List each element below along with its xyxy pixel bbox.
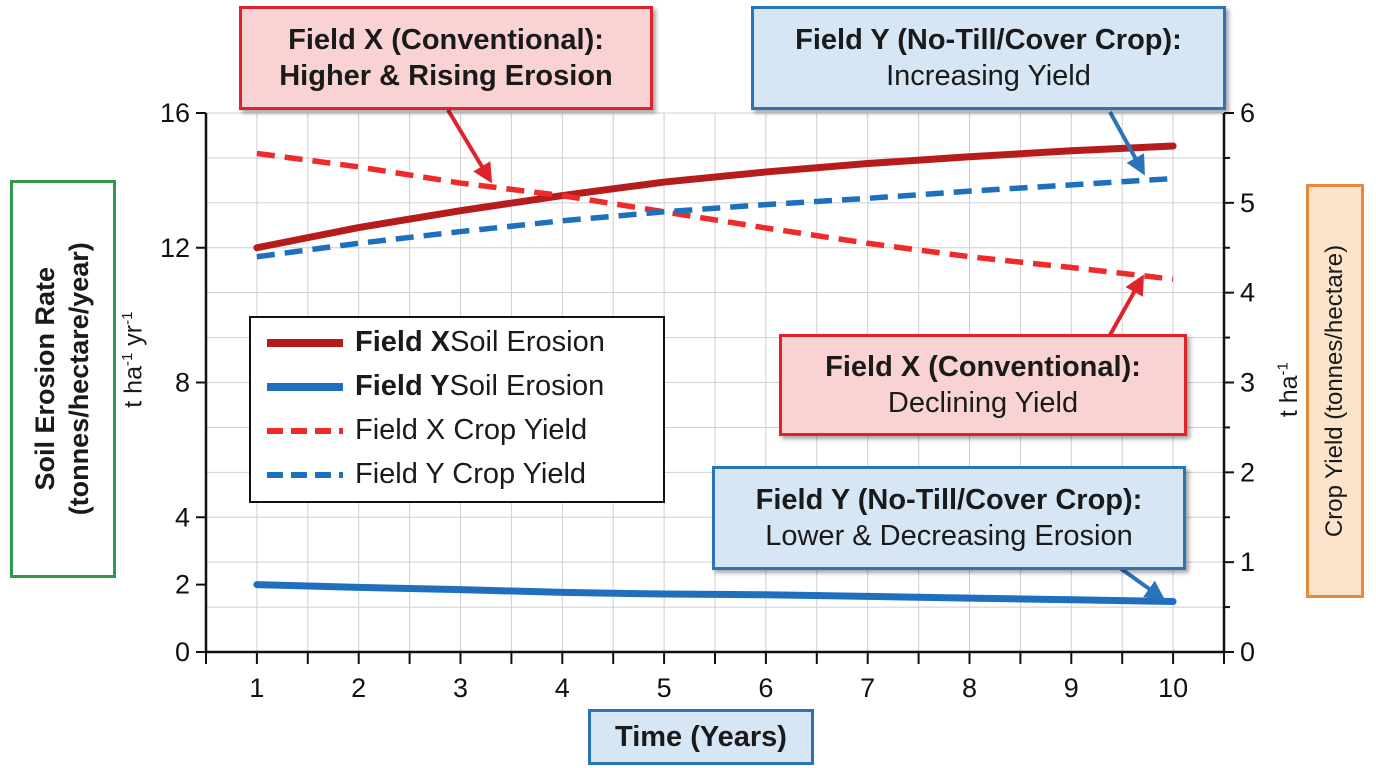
x-tick-label: 5 [657, 673, 672, 703]
x-tick-label: 8 [962, 673, 977, 703]
legend-item-field-y-erosion: Field Y Soil Erosion [251, 370, 604, 403]
x-axis-title: Time (Years) [615, 720, 787, 753]
legend: Field X Soil Erosion Field Y Soil Erosio… [249, 316, 665, 503]
annotation-y-erosion-line2: Lower & Decreasing Erosion [765, 520, 1133, 552]
right-tick-label: 3 [1240, 368, 1255, 398]
x-tick-label: 6 [758, 673, 773, 703]
annotation-x-erosion-line2: Higher & Rising Erosion [279, 60, 613, 92]
right-tick-label: 0 [1240, 637, 1255, 667]
right-tick-label: 1 [1240, 547, 1255, 577]
right-tick-label: 5 [1240, 188, 1255, 218]
left-tick-label: 0 [175, 637, 190, 667]
arrow-y-yield [1108, 111, 1145, 176]
annotation-x-erosion: Field X (Conventional): Higher & Rising … [239, 6, 653, 110]
legend-item-field-y-yield: Field Y Crop Yield [251, 458, 586, 491]
right-tick-label: 6 [1240, 98, 1255, 128]
x-tick-label: 3 [453, 673, 468, 703]
annotation-y-erosion-line1: Field Y (No-Till/Cover Crop): [755, 483, 1143, 516]
left-tick-label: 8 [175, 368, 190, 398]
annotation-y-yield-line1: Field Y (No-Till/Cover Crop): [795, 23, 1182, 56]
right-axis-title-box: Crop Yield (tonnes/hectare) [1306, 184, 1364, 598]
right-unit-base: t ha [1275, 375, 1304, 418]
series-layer [253, 142, 1177, 605]
legend-swatch-field-y-erosion [267, 382, 343, 391]
annotation-y-yield: Field Y (No-Till/Cover Crop): Increasing… [751, 6, 1226, 110]
legend-swatch-field-x-erosion [267, 338, 343, 347]
annotation-x-yield-line2: Declining Yield [887, 387, 1079, 419]
annotation-x-yield: Field X (Conventional): Declining Yield [779, 334, 1187, 436]
legend-item-field-x-yield: Field X Crop Yield [251, 414, 587, 447]
arrow-x-yield [1108, 274, 1144, 336]
x-tick-label: 2 [351, 673, 366, 703]
left-unit-exp1: -1 [119, 353, 137, 367]
left-axis-title-line1: Soil Erosion Rate [30, 267, 61, 491]
legend-label: Field Y Crop Yield [355, 458, 587, 490]
annotation-y-yield-line2: Increasing Yield [886, 60, 1091, 92]
series-line-0 [253, 142, 1177, 252]
right-axis-unit: t ha-1 [1274, 330, 1306, 450]
legend-label-bold: Field X [355, 326, 451, 358]
legend-item-field-x-erosion: Field X Soil Erosion [251, 326, 605, 359]
arrow-y-erosion [1118, 566, 1166, 601]
annotation-y-erosion: Field Y (No-Till/Cover Crop): Lower & De… [712, 466, 1186, 570]
legend-swatch-field-x-yield [267, 427, 343, 434]
right-tick-label: 4 [1240, 278, 1255, 308]
right-axis-title: Crop Yield (tonnes/hectare) [1321, 244, 1349, 538]
legend-label: Field X Crop Yield [355, 414, 588, 446]
annotation-x-yield-line1: Field X (Conventional): [825, 350, 1141, 383]
series-line-3 [256, 175, 1174, 260]
x-tick-label: 7 [860, 673, 875, 703]
left-tick-label: 4 [175, 502, 190, 532]
legend-label-rest: Soil Erosion [450, 326, 605, 358]
left-tick-label: 12 [160, 233, 190, 263]
left-tick-label: 2 [175, 570, 190, 600]
arrow-x-erosion [446, 108, 493, 184]
left-axis-unit: t ha-1 yr-1 [118, 240, 150, 480]
annotation-arrows [446, 108, 1166, 601]
right-tick-label: 2 [1240, 457, 1255, 487]
left-unit-exp2: -1 [119, 311, 137, 326]
annotation-x-erosion-line1: Field X (Conventional): [288, 23, 604, 56]
x-tick-label: 1 [249, 673, 264, 703]
x-tick-label: 4 [555, 673, 570, 703]
x-tick-label: 10 [1158, 673, 1188, 703]
x-tick-label: 9 [1064, 673, 1079, 703]
x-axis-title-box: Time (Years) [588, 709, 814, 765]
series-line-2 [256, 150, 1174, 282]
left-unit-mid: yr [119, 325, 148, 354]
left-unit-base: t ha [119, 366, 148, 409]
left-axis-title-line2: (tonnes/hectare/year) [64, 242, 95, 516]
series-line-1 [253, 581, 1177, 605]
legend-swatch-field-y-yield [267, 471, 343, 478]
right-unit-exp: -1 [1275, 362, 1293, 376]
legend-label-bold: Field Y [355, 370, 450, 402]
left-axis-title-box: Soil Erosion Rate (tonnes/hectare/year) [10, 180, 116, 578]
legend-label-rest: Soil Erosion [449, 370, 605, 402]
left-tick-label: 16 [160, 98, 190, 128]
